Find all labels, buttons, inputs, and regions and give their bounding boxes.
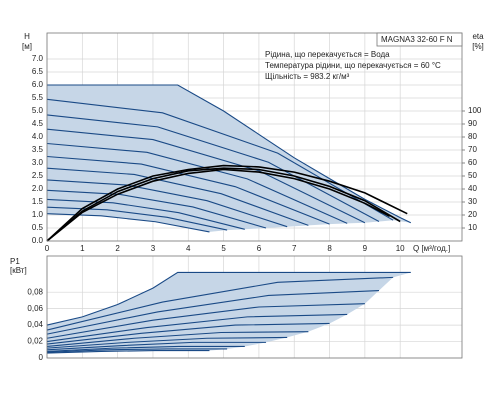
x-label: Q [м³/год.] [413,244,450,253]
plot-frame [46,32,463,242]
pump-curve [46,206,228,231]
y-tick-label: 1.5 [32,197,44,206]
y2-tick-label: 50 [468,171,477,180]
y-tick-label: 0.5 [32,223,44,232]
y-tick-label: 4.5 [32,119,44,128]
y2-tick-label: 60 [468,158,477,167]
y-unit: [кВт] [10,266,27,275]
pump-curve [46,98,394,221]
y2-tick-label: 10 [468,223,477,232]
pump-curve [46,336,288,349]
pump-curve [47,84,412,224]
pump-curve [46,128,366,224]
y2-tick-label: 30 [468,197,477,206]
pump-curve [46,289,380,335]
pump-curve [46,350,210,354]
y-tick-label: 2.5 [32,171,44,180]
y-tick-label: 5.0 [32,106,44,115]
pump-curve [46,331,309,348]
y-tick-label: 5.5 [32,93,44,102]
y-tick-label: 6.0 [32,80,44,89]
y2-tick-label: 70 [468,145,477,154]
pump-curve [46,271,411,326]
pump-curve [46,313,348,343]
y-tick-label: 7.0 [32,54,44,63]
y-tick-label: 0.0 [32,236,44,245]
efficiency-curve [46,167,401,242]
x-tick-label: 5 [221,244,226,253]
plot-frame [46,255,463,359]
pump-curve [46,322,330,345]
y2-unit: [%] [472,42,484,51]
pump-curve [46,276,394,331]
y-tick-label: 3.5 [32,145,44,154]
y2-label: eta [472,32,484,41]
info-line: Температура рідини, що перекачується = 6… [265,61,441,70]
pump-curve [46,198,245,230]
operating-area [47,85,411,232]
operating-area [47,272,411,354]
y2-tick-label: 100 [468,106,482,115]
pump-curve [46,213,210,233]
pump-curve [46,303,365,339]
pump-curve [46,341,266,351]
efficiency-curve [46,164,408,242]
pump-curve [46,179,288,228]
efficiency-curve [46,168,390,242]
x-tick-label: 0 [45,244,50,253]
y-tick-label: 0,04 [27,320,43,329]
x-tick-label: 7 [292,244,297,253]
x-tick-label: 9 [363,244,368,253]
y-label: H [24,32,30,41]
x-tick-label: 8 [327,244,332,253]
pump-curve [46,142,348,224]
pump-curve [46,348,228,353]
x-tick-label: 1 [80,244,85,253]
x-tick-label: 3 [151,244,156,253]
y-tick-label: 0,06 [27,304,43,313]
info-line: Рідина, що перекачується = Вода [265,50,390,59]
y-tick-label: 6.5 [32,67,44,76]
y2-tick-label: 90 [468,119,477,128]
x-tick-label: 2 [115,244,120,253]
y2-tick-label: 80 [468,132,477,141]
y-tick-label: 1.0 [32,210,44,219]
y-tick-label: 4.0 [32,132,44,141]
model-name: MAGNA3 32-60 F N [381,35,453,44]
pump-curve [46,167,309,226]
x-tick-label: 4 [186,244,191,253]
x-tick-label: 10 [396,244,405,253]
model-box [376,32,463,47]
y-tick-label: 3.0 [32,158,44,167]
pump-curve [46,155,330,225]
y-unit: [м] [22,42,32,51]
info-line: Щільність = 983.2 кг/м³ [265,72,350,81]
pump-curve [46,189,267,229]
y-tick-label: 0,08 [27,287,43,296]
pump-curve [46,114,380,222]
y-label: P1 [10,257,20,266]
y2-tick-label: 20 [468,210,477,219]
x-tick-label: 6 [257,244,262,253]
y2-tick-label: 40 [468,184,477,193]
pump-curve [46,345,245,352]
y-tick-label: 2.0 [32,184,44,193]
y-tick-label: 0 [39,353,44,362]
y-tick-label: 0,02 [27,337,43,346]
